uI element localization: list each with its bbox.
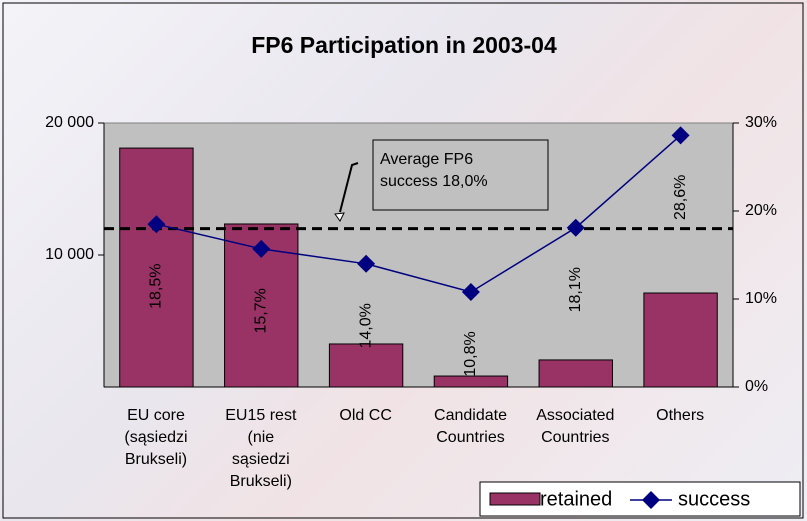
bar <box>643 292 718 388</box>
plot-area <box>103 122 734 388</box>
y2-tick-label: 0% <box>745 378 768 395</box>
value-label: 28,6% <box>672 175 689 220</box>
value-label: 10,8% <box>462 331 479 376</box>
bar <box>538 359 613 388</box>
marker <box>147 215 166 234</box>
marker <box>566 218 585 237</box>
marker <box>357 254 376 273</box>
y2-tick-label: 20% <box>745 202 777 219</box>
marker <box>252 239 271 258</box>
x-tick-label: EU15 rest (nie sąsiedzi Brukseli) <box>225 407 297 490</box>
legend-label: retained <box>540 488 612 510</box>
x-tick-label: Candidate Countries <box>434 407 507 446</box>
bar <box>328 343 404 388</box>
value-label: 18,1% <box>567 267 584 312</box>
y-tick-label: 20 000 <box>45 114 94 131</box>
legend-label: success <box>678 488 750 510</box>
legend-marker <box>642 491 660 509</box>
annotation-arrow-head <box>334 212 345 222</box>
y-tick-label: 10 000 <box>45 246 94 263</box>
bar <box>433 375 509 388</box>
marker <box>671 126 690 145</box>
marker <box>461 282 480 301</box>
x-tick-label: Associated Countries <box>536 407 615 446</box>
annotation-box <box>372 139 549 211</box>
legend-swatch <box>489 492 541 506</box>
y2-tick-label: 30% <box>745 114 777 131</box>
chart-title: FP6 Participation in 2003-04 <box>251 32 557 58</box>
annotation-arrow <box>339 162 359 213</box>
x-tick-label: Others <box>656 407 705 424</box>
line <box>156 134 682 293</box>
x-tick-label: Old CC <box>339 407 392 424</box>
y2-tick-label: 10% <box>745 290 777 307</box>
value-label: 14,0% <box>357 303 374 348</box>
value-label: 18,5% <box>148 264 165 309</box>
x-tick-label: EU core (sąsiedzi Brukseli) <box>124 407 188 468</box>
annotation: Average FP6 success 18,0% <box>380 151 488 190</box>
value-label: 15,7% <box>252 288 269 333</box>
bar <box>119 147 194 388</box>
